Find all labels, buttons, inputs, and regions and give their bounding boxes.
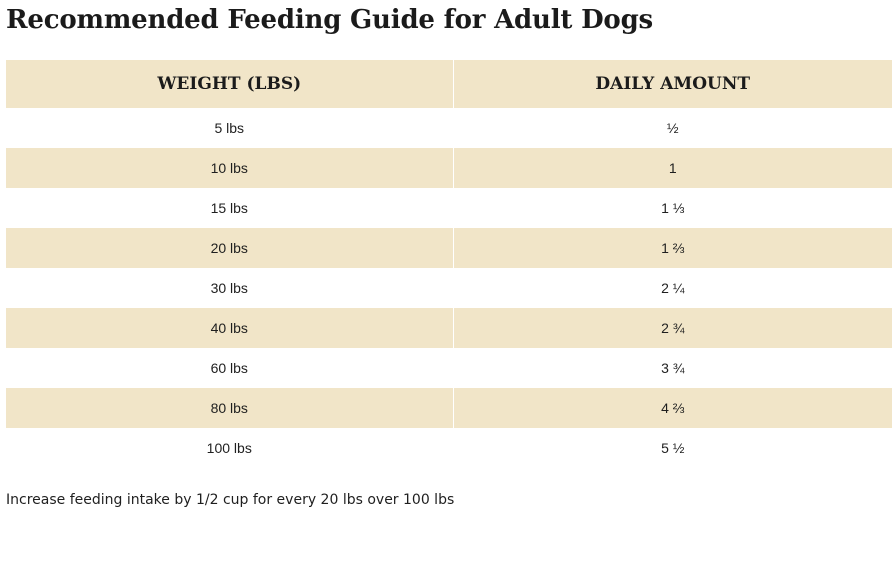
- feeding-guide-table: WEIGHT (LBS) DAILY AMOUNT 5 lbs ½ 10 lbs…: [6, 60, 892, 468]
- table-row: 100 lbs 5 ½: [6, 428, 892, 468]
- table-row: 5 lbs ½: [6, 108, 892, 148]
- weight-cell: 40 lbs: [6, 308, 453, 348]
- weight-cell: 100 lbs: [206, 440, 252, 456]
- daily-amount-cell: 3 ¾: [452, 348, 892, 388]
- feeding-note: Increase feeding intake by 1/2 cup for e…: [6, 492, 455, 508]
- daily-amount-cell: 4 ⅔: [452, 388, 892, 428]
- table-row: 60 lbs 3 ¾: [6, 348, 892, 388]
- daily-amount-cell: 1 ⅔: [452, 228, 892, 268]
- weight-cell: 5 lbs: [214, 120, 245, 136]
- daily-amount-cell: 1 ⅓: [452, 188, 892, 228]
- table-row: 10 lbs 1: [6, 148, 892, 188]
- weight-column-header: WEIGHT (LBS): [6, 60, 453, 108]
- weight-cell: 60 lbs: [210, 360, 248, 376]
- table-row: 40 lbs 2 ¾: [6, 308, 892, 348]
- daily-amount-cell: 5 ½: [452, 428, 892, 468]
- weight-cell: 30 lbs: [210, 280, 248, 296]
- daily-amount-column-header: DAILY AMOUNT: [452, 60, 892, 108]
- page-title: Recommended Feeding Guide for Adult Dogs: [6, 5, 653, 35]
- daily-amount-cell: 2 ¼: [452, 268, 892, 308]
- table-row: 20 lbs 1 ⅔: [6, 228, 892, 268]
- daily-amount-cell: 1: [452, 148, 892, 188]
- table-row: 80 lbs 4 ⅔: [6, 388, 892, 428]
- daily-amount-cell: ½: [452, 108, 892, 148]
- table-header-row: WEIGHT (LBS) DAILY AMOUNT: [6, 60, 892, 108]
- weight-cell: 20 lbs: [6, 228, 453, 268]
- table-row: 15 lbs 1 ⅓: [6, 188, 892, 228]
- weight-cell: 15 lbs: [210, 200, 248, 216]
- table-row: 30 lbs 2 ¼: [6, 268, 892, 308]
- weight-cell: 80 lbs: [6, 388, 453, 428]
- weight-cell: 10 lbs: [6, 148, 453, 188]
- daily-amount-cell: 2 ¾: [452, 308, 892, 348]
